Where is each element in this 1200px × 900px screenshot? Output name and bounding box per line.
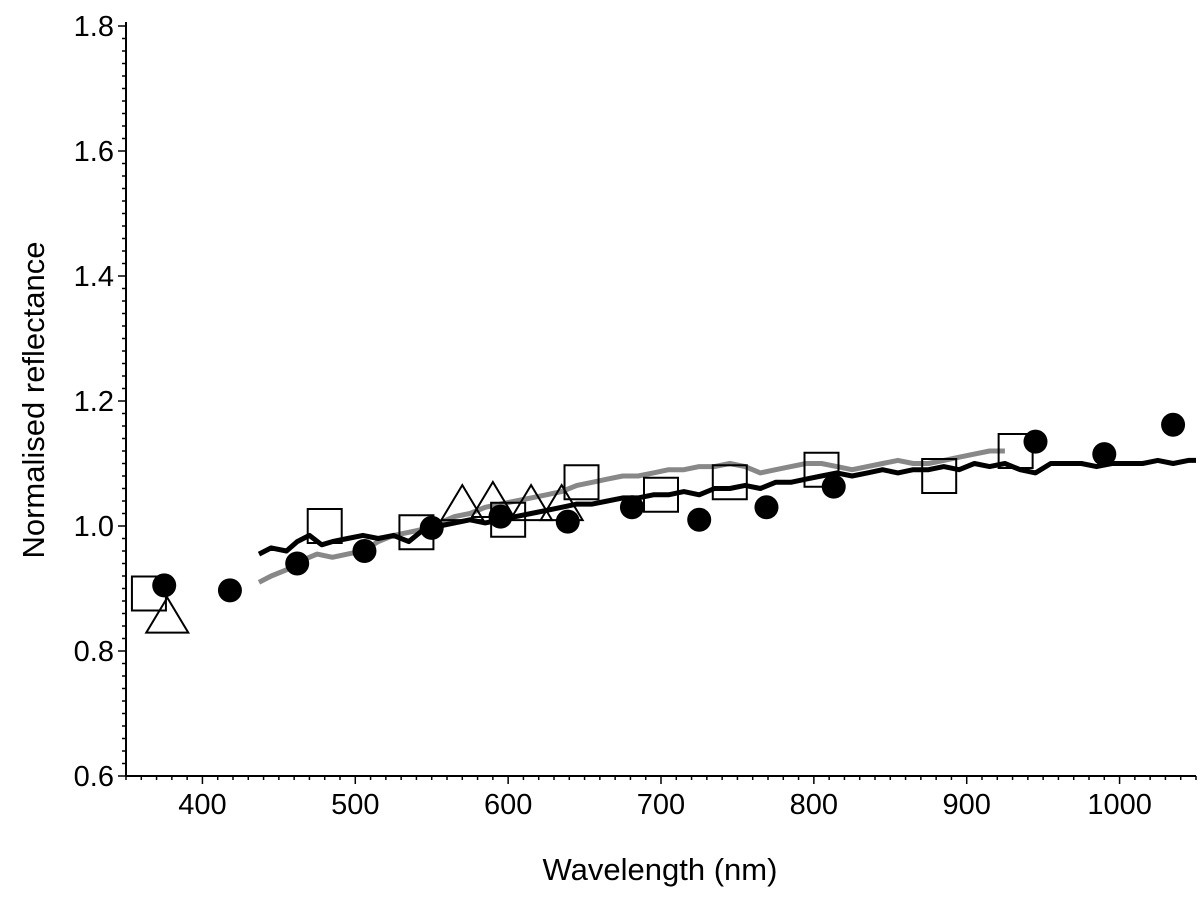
x-tick-label: 400 — [178, 789, 226, 821]
x-tick-label: 800 — [790, 789, 838, 821]
y-tick-label: 0.8 — [74, 636, 114, 668]
x-axis-title: Wavelength (nm) — [543, 852, 778, 887]
x-tick-label: 600 — [484, 789, 532, 821]
data-point-square — [711, 464, 748, 501]
data-point-circle — [555, 509, 580, 534]
data-point-triangle — [144, 595, 191, 634]
y-tick-label: 1.4 — [74, 261, 114, 293]
data-point-square — [563, 464, 600, 501]
series-line-black-spectrum — [257, 457, 1196, 557]
y-tick-label: 1.8 — [74, 11, 114, 43]
x-tick-label: 900 — [943, 789, 991, 821]
y-axis-title: Normalised reflectance — [16, 241, 51, 558]
data-point-square — [921, 458, 958, 494]
data-point-circle — [754, 495, 779, 520]
data-point-square — [130, 575, 167, 612]
data-point-circle — [1023, 429, 1048, 454]
y-tick-label: 1.2 — [74, 386, 114, 418]
data-point-triangle — [538, 483, 585, 522]
x-tick-label: 500 — [331, 789, 379, 821]
plot-area — [130, 412, 1196, 634]
axes: 0.6 0.8 1.0 1.2 1.4 1.6 1.8 400 500 600 700 800 900 1… — [74, 11, 1197, 821]
data-point-circle — [152, 573, 177, 598]
x-tick-label: 700 — [637, 789, 685, 821]
data-point-circle — [419, 515, 444, 540]
data-point-square — [643, 476, 679, 513]
data-point-square — [398, 514, 435, 551]
data-point-circle — [352, 539, 377, 563]
data-point-square — [306, 508, 343, 544]
data-point-triangle — [508, 483, 554, 522]
y-tick-label: 1.6 — [74, 136, 114, 168]
x-tick-label: 1000 — [1087, 789, 1152, 821]
data-point-circle — [217, 578, 242, 603]
data-point-square — [803, 451, 840, 488]
y-tick-label: 1.0 — [74, 511, 114, 543]
y-tick-label: 0.6 — [74, 761, 114, 793]
data-point-circle — [285, 551, 310, 576]
data-point-triangle — [439, 483, 486, 522]
data-point-circle — [619, 495, 644, 520]
data-point-square — [997, 433, 1034, 469]
data-point-circle — [1092, 442, 1117, 467]
series-line-grey-spectrum — [257, 448, 1005, 585]
data-point-circle — [1161, 412, 1186, 437]
data-point-triangle — [470, 480, 516, 518]
data-point-circle — [687, 507, 712, 532]
